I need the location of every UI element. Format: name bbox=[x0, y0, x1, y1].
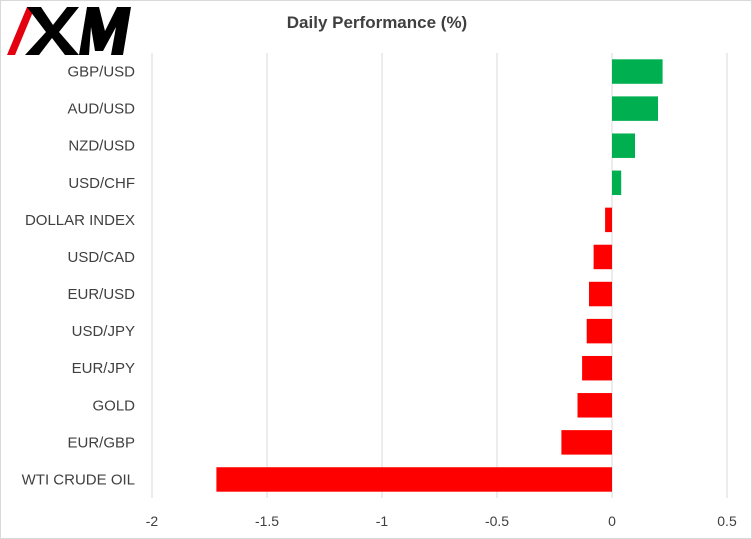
category-label: NZD/USD bbox=[68, 138, 135, 155]
category-label: USD/CHF bbox=[68, 175, 135, 192]
category-labels: GBP/USD AUD/USD NZD/USD USD/CHF DOLLAR INDEX… bbox=[22, 64, 136, 489]
bar-eur-usd bbox=[589, 281, 612, 307]
category-label: USD/JPY bbox=[72, 323, 135, 340]
bars bbox=[216, 59, 663, 492]
bar-nzd-usd bbox=[612, 133, 635, 158]
bar-usd-cad bbox=[593, 244, 612, 270]
x-tick-label: -1.5 bbox=[255, 513, 279, 529]
category-label: GBP/USD bbox=[67, 64, 135, 81]
x-tick-label: 0.5 bbox=[717, 513, 737, 529]
category-label: WTI CRUDE OIL bbox=[22, 471, 135, 488]
x-tick-label: -0.5 bbox=[485, 513, 509, 529]
x-tick-labels: -2 -1.5 -1 -0.5 0 0.5 bbox=[146, 513, 737, 529]
bar-usd-chf bbox=[612, 170, 622, 196]
x-tick-label: -2 bbox=[146, 513, 159, 529]
x-tick-label: -1 bbox=[376, 513, 389, 529]
xm-logo bbox=[7, 7, 131, 55]
bar-dollar-index bbox=[605, 207, 612, 233]
category-label: EUR/USD bbox=[67, 286, 135, 303]
bar-gold bbox=[577, 393, 612, 418]
bar-usd-jpy bbox=[586, 318, 612, 344]
bar-eur-gbp bbox=[561, 430, 612, 455]
category-label: EUR/GBP bbox=[67, 434, 135, 451]
x-tick-label: 0 bbox=[608, 513, 616, 529]
gridlines bbox=[151, 53, 728, 498]
bar-wti-crude-oil bbox=[216, 467, 612, 492]
bar-aud-usd bbox=[612, 96, 658, 121]
category-label: USD/CAD bbox=[67, 249, 135, 266]
bar-eur-jpy bbox=[582, 355, 612, 381]
category-label: EUR/JPY bbox=[72, 360, 135, 377]
bar-gbp-usd bbox=[612, 59, 663, 84]
category-label: GOLD bbox=[92, 397, 135, 414]
chart-title: Daily Performance (%) bbox=[286, 13, 468, 32]
category-label: AUD/USD bbox=[67, 101, 135, 118]
category-label: DOLLAR INDEX bbox=[25, 212, 135, 229]
